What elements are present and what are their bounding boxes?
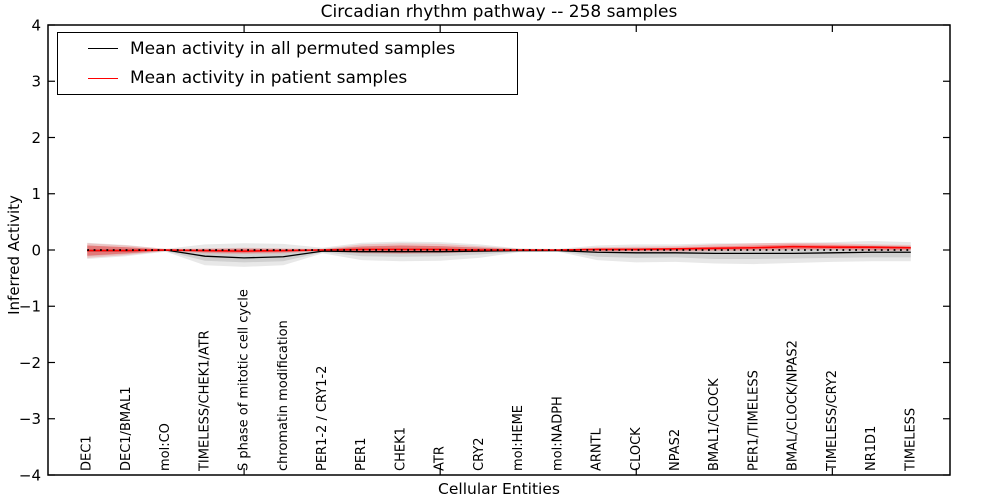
entity-label: mol:HEME <box>511 405 526 471</box>
entity-label: S phase of mitotic cell cycle <box>237 289 252 471</box>
y-tick-label: 4 <box>31 16 41 34</box>
entity-label: CHEK1 <box>393 427 408 471</box>
y-tick-label: −3 <box>19 410 41 428</box>
entity-label: DEC1 <box>80 435 95 471</box>
x-axis-label: Cellular Entities <box>438 480 560 498</box>
permuted-band-outer <box>87 241 911 267</box>
y-tick-label: 1 <box>31 185 41 203</box>
legend-label: Mean activity in patient samples <box>130 68 408 89</box>
y-tick-label: 3 <box>31 73 41 91</box>
series-permuted-mean <box>87 249 911 259</box>
entity-label: NR1D1 <box>864 426 879 471</box>
entity-label: TIMELESS/CHEK1/ATR <box>197 330 212 472</box>
y-tick-label: −4 <box>19 466 41 484</box>
y-tick-label: 0 <box>31 241 41 259</box>
legend-box: Mean activity in all permuted samples Me… <box>57 32 518 95</box>
entity-label: chromatin modification <box>276 320 291 471</box>
y-tick-label: 2 <box>31 129 41 147</box>
entity-label: TIMELESS <box>903 408 918 472</box>
y-axis-label: Inferred Activity <box>5 195 23 315</box>
entity-label: mol:CO <box>158 423 173 471</box>
entity-label: mol:NADPH <box>550 396 565 471</box>
entity-label: NPAS2 <box>668 429 683 471</box>
entity-label: BMAL1/CLOCK <box>707 378 722 471</box>
legend-item-patient: Mean activity in patient samples <box>58 64 517 92</box>
legend-line-sample-black <box>88 48 118 50</box>
entity-label: ATR <box>433 446 448 471</box>
y-tick-label: −2 <box>19 354 41 372</box>
legend-line-sample-red <box>88 77 118 79</box>
entity-label: TIMELESS/CRY2 <box>825 370 840 472</box>
series-patient-mean <box>87 245 911 252</box>
entity-label: PER1-2 / CRY1-2 <box>315 366 330 471</box>
entity-label: PER1 <box>354 438 369 471</box>
entity-label: CLOCK <box>629 427 644 471</box>
legend-item-permuted: Mean activity in all permuted samples <box>58 35 517 63</box>
chart-title: Circadian rhythm pathway -- 258 samples <box>320 2 678 22</box>
entity-label: PER1/TIMELESS <box>746 370 761 471</box>
entity-label: CRY2 <box>472 438 487 472</box>
entity-label: DEC1/BMAL1 <box>119 387 134 472</box>
legend-label: Mean activity in all permuted samples <box>130 38 456 59</box>
entity-label: BMAL/CLOCK/NPAS2 <box>786 340 801 471</box>
y-tick-label: −1 <box>19 298 41 316</box>
entity-label: ARNTL <box>590 427 605 471</box>
